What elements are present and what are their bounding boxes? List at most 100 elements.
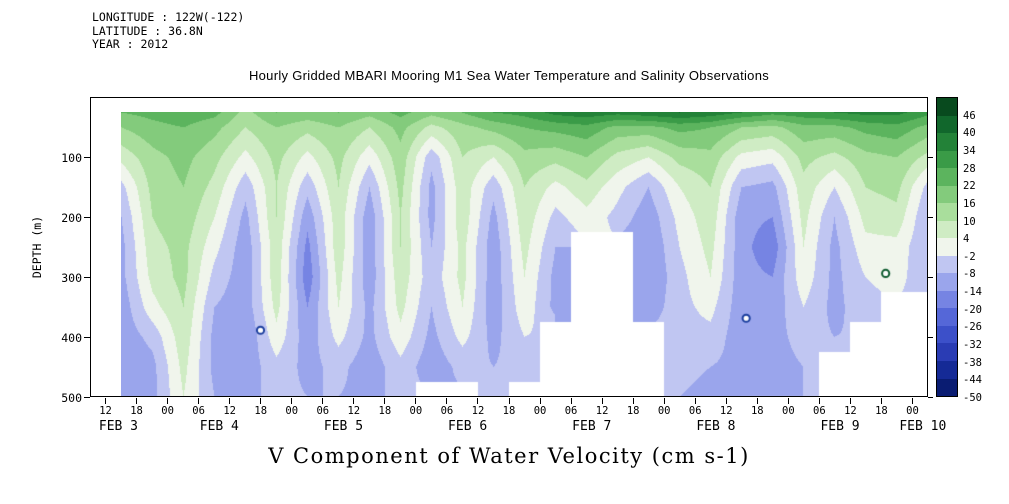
colorbar (936, 97, 958, 397)
colorbar-tick-label: -14 (963, 286, 982, 299)
x-tick (322, 398, 324, 404)
x-tick (694, 398, 696, 404)
colorbar-tick-label: -20 (963, 303, 982, 316)
x-tick-label: 06 (316, 405, 330, 417)
x-tick-label: 00 (285, 405, 299, 417)
colorbar-tick-label: 40 (963, 127, 976, 140)
y-tick-right (928, 276, 933, 278)
colorbar-tick-label: -26 (963, 321, 982, 334)
x-day-label: FEB 7 (572, 419, 612, 434)
x-tick (787, 398, 789, 404)
x-tick (508, 398, 510, 404)
x-tick-label: 18 (626, 405, 640, 417)
figure-caption: V Component of Water Velocity (cm s-1) (268, 444, 750, 468)
meta-year: YEAR : 2012 (92, 37, 169, 51)
x-tick-label: 00 (657, 405, 671, 417)
colorbar-block (937, 115, 957, 134)
x-tick-label: 12 (347, 405, 361, 417)
x-tick (136, 398, 138, 404)
x-tick-label: 06 (440, 405, 454, 417)
colorbar-block (937, 150, 957, 169)
metadata-block: LONGITUDE : 122W(-122) LATITUDE : 36.8N … (92, 10, 245, 52)
y-tick (84, 336, 90, 338)
x-tick-label: 18 (750, 405, 764, 417)
y-tick-label: 300 (61, 271, 82, 285)
heatmap-canvas (121, 112, 928, 397)
colorbar-block (937, 308, 957, 326)
x-tick (105, 398, 107, 404)
x-tick-label: 12 (471, 405, 485, 417)
colorbar-block (937, 238, 957, 256)
x-tick-label: 00 (161, 405, 174, 417)
x-tick-label: 00 (409, 405, 423, 417)
x-day-label: FEB 6 (448, 419, 488, 434)
colorbar-tick-label: -50 (963, 392, 982, 404)
colorbar-block (937, 203, 957, 221)
x-tick (818, 398, 820, 404)
y-tick (84, 216, 90, 218)
meta-longitude: LONGITUDE : 122W(-122) (92, 10, 245, 24)
x-day-label: FEB 8 (696, 419, 736, 434)
colorbar-block (937, 343, 957, 361)
x-tick-label: 18 (130, 405, 143, 417)
colorbar-tick-label: -8 (963, 268, 976, 281)
x-tick (880, 398, 882, 404)
meta-latitude: LATITUDE : 36.8N (92, 23, 203, 38)
colorbar-tick-label: -44 (963, 374, 982, 387)
colorbar-block (937, 360, 957, 379)
x-tick (446, 398, 448, 404)
x-tick-label: 12 (595, 405, 609, 417)
x-day-label: FEB 4 (199, 419, 239, 434)
x-tick-label: 12 (719, 405, 733, 417)
x-tick-label: 06 (688, 405, 702, 417)
colorbar-tick-label: 22 (963, 180, 976, 193)
x-tick-label: 06 (564, 405, 578, 417)
y-tick-label: 500 (61, 391, 82, 405)
y-tick-right (928, 216, 933, 218)
y-tick-label: 100 (61, 151, 82, 165)
y-tick (84, 276, 90, 278)
x-day-label: FEB 9 (820, 419, 860, 434)
x-day-label: FEB 5 (323, 419, 364, 434)
colorbar-block (937, 273, 957, 291)
x-tick (198, 398, 200, 404)
plot-title: Hourly Gridded MBARI Mooring M1 Sea Wate… (248, 68, 770, 83)
x-tick (229, 398, 231, 404)
colorbar-tick-label: 28 (963, 162, 976, 175)
colorbar-tick-label: -2 (963, 250, 976, 263)
colorbar-tick-label: 10 (963, 215, 976, 228)
x-tick (384, 398, 386, 404)
x-tick (632, 398, 634, 404)
x-tick-label: 06 (192, 405, 205, 417)
x-tick (849, 398, 851, 404)
x-tick-label: 18 (875, 405, 888, 417)
y-tick (84, 396, 90, 398)
colorbar-tick-label: 16 (963, 197, 976, 210)
x-tick (601, 398, 603, 404)
x-tick-label: 18 (502, 405, 516, 417)
x-tick (353, 398, 355, 404)
y-tick-right (928, 396, 933, 398)
x-tick (911, 398, 913, 404)
x-tick-label: 18 (254, 405, 268, 417)
x-tick (291, 398, 293, 404)
x-tick (477, 398, 479, 404)
y-tick-label: 200 (61, 211, 82, 225)
x-day-label: FEB 10 (899, 419, 947, 434)
x-day-label: FEB 3 (98, 419, 139, 434)
x-tick-label: 18 (378, 405, 392, 417)
x-tick-label: 00 (533, 405, 547, 417)
colorbar-block (937, 168, 957, 186)
colorbar-block (937, 220, 957, 239)
colorbar-block (937, 255, 957, 274)
colorbar-tick-label: 34 (963, 144, 976, 157)
x-tick (725, 398, 727, 404)
colorbar-tick-label: -32 (963, 339, 982, 352)
colorbar-tick-label: 46 (963, 109, 976, 122)
x-tick-label: 12 (844, 405, 857, 417)
x-tick (663, 398, 665, 404)
x-tick-label: 12 (223, 405, 236, 417)
y-tick (84, 156, 90, 158)
